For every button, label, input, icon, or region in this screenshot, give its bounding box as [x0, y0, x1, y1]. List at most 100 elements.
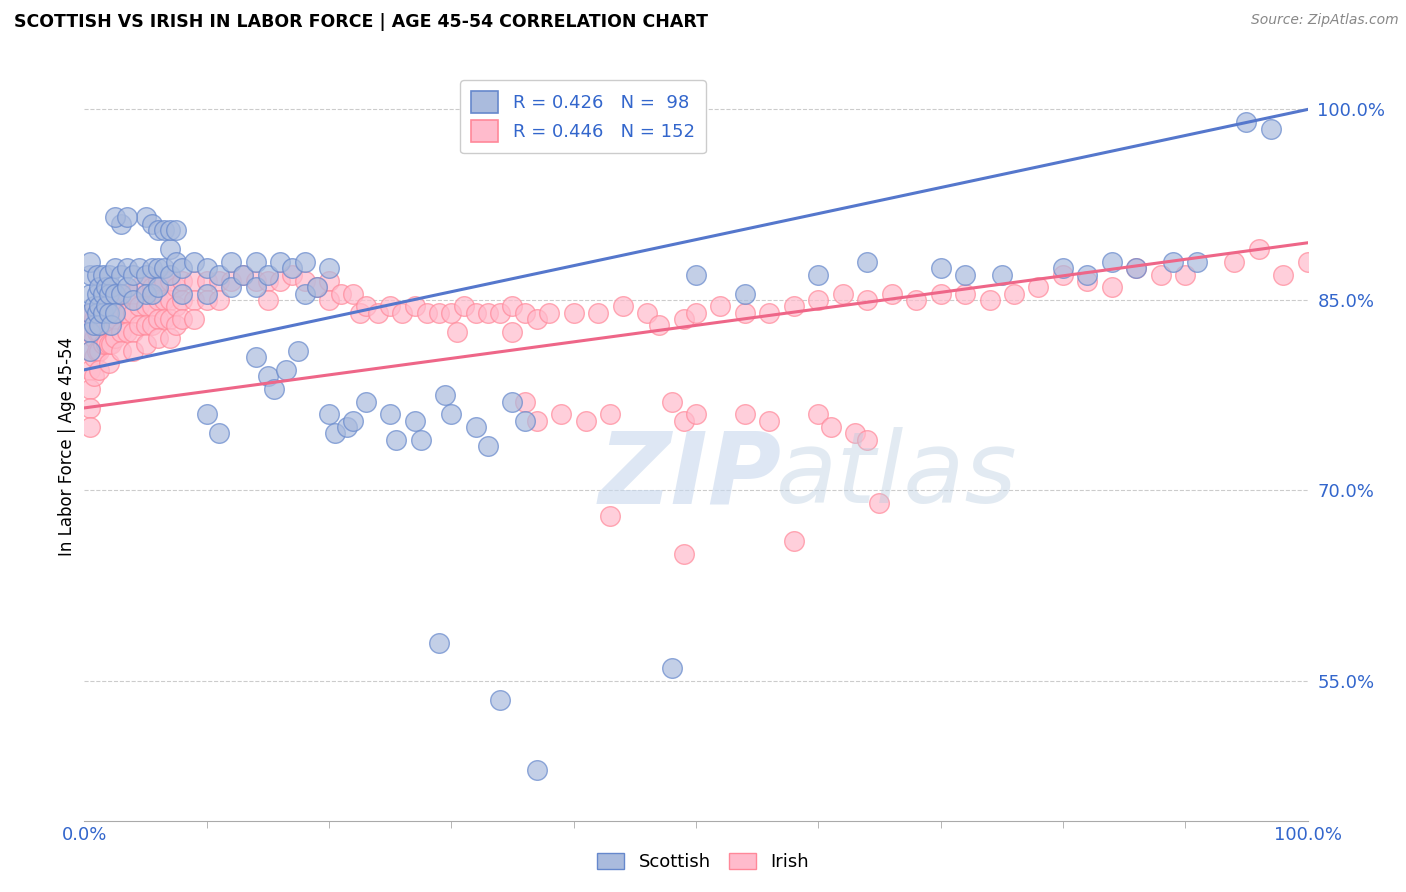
- Point: [354, 394, 377, 409]
- Point: [159, 242, 181, 256]
- Text: Source: ZipAtlas.com: Source: ZipAtlas.com: [1251, 13, 1399, 28]
- Point: [257, 293, 280, 307]
- Point: [153, 312, 176, 326]
- Point: [96, 280, 118, 294]
- Point: [1247, 242, 1270, 256]
- Point: [79, 343, 101, 358]
- Point: [305, 280, 328, 294]
- Point: [172, 293, 194, 307]
- Point: [880, 286, 903, 301]
- Point: [135, 318, 157, 333]
- Point: [104, 211, 127, 225]
- Point: [783, 534, 806, 549]
- Point: [91, 286, 114, 301]
- Point: [87, 363, 110, 377]
- Point: [208, 274, 231, 288]
- Point: [294, 255, 316, 269]
- Point: [502, 394, 524, 409]
- Point: [550, 407, 572, 421]
- Point: [257, 274, 280, 288]
- Point: [146, 223, 169, 237]
- Point: [172, 261, 194, 276]
- Point: [404, 414, 426, 428]
- Point: [183, 312, 205, 326]
- Point: [342, 414, 364, 428]
- Point: [195, 293, 218, 307]
- Point: [79, 255, 101, 269]
- Point: [135, 268, 157, 282]
- Point: [110, 286, 132, 301]
- Point: [100, 299, 122, 313]
- Point: [165, 255, 187, 269]
- Point: [86, 268, 108, 282]
- Point: [141, 261, 163, 276]
- Point: [734, 306, 756, 320]
- Point: [427, 306, 450, 320]
- Point: [159, 223, 181, 237]
- Text: SCOTTISH VS IRISH IN LABOR FORCE | AGE 45-54 CORRELATION CHART: SCOTTISH VS IRISH IN LABOR FORCE | AGE 4…: [14, 13, 709, 31]
- Point: [141, 217, 163, 231]
- Point: [208, 426, 231, 441]
- Point: [446, 325, 468, 339]
- Point: [807, 293, 830, 307]
- Point: [257, 268, 280, 282]
- Point: [115, 261, 138, 276]
- Point: [831, 286, 853, 301]
- Point: [409, 433, 432, 447]
- Point: [104, 293, 127, 307]
- Point: [153, 293, 176, 307]
- Point: [648, 318, 671, 333]
- Point: [661, 661, 683, 675]
- Point: [96, 337, 118, 351]
- Point: [128, 280, 150, 294]
- Point: [232, 268, 254, 282]
- Point: [79, 343, 101, 358]
- Point: [79, 286, 101, 301]
- Point: [79, 306, 101, 320]
- Point: [489, 306, 512, 320]
- Point: [856, 433, 879, 447]
- Point: [165, 223, 187, 237]
- Point: [979, 293, 1001, 307]
- Point: [86, 343, 108, 358]
- Point: [245, 280, 267, 294]
- Point: [416, 306, 439, 320]
- Point: [991, 268, 1014, 282]
- Point: [83, 299, 105, 313]
- Point: [281, 268, 304, 282]
- Point: [183, 255, 205, 269]
- Point: [122, 268, 145, 282]
- Point: [97, 337, 120, 351]
- Point: [380, 299, 402, 313]
- Point: [208, 293, 231, 307]
- Point: [489, 693, 512, 707]
- Point: [330, 286, 353, 301]
- Point: [146, 274, 169, 288]
- Point: [159, 293, 181, 307]
- Point: [100, 337, 122, 351]
- Point: [219, 255, 242, 269]
- Point: [1002, 286, 1025, 301]
- Point: [672, 547, 695, 561]
- Point: [122, 306, 145, 320]
- Point: [305, 280, 328, 294]
- Point: [86, 286, 108, 301]
- Point: [263, 382, 285, 396]
- Point: [349, 306, 371, 320]
- Point: [104, 306, 127, 320]
- Point: [195, 407, 218, 421]
- Point: [1052, 261, 1074, 276]
- Point: [502, 325, 524, 339]
- Point: [87, 343, 110, 358]
- Point: [86, 306, 108, 320]
- Point: [1150, 268, 1173, 282]
- Point: [318, 261, 340, 276]
- Point: [135, 299, 157, 313]
- Point: [128, 299, 150, 313]
- Point: [734, 286, 756, 301]
- Point: [336, 420, 359, 434]
- Point: [159, 274, 181, 288]
- Point: [844, 426, 866, 441]
- Point: [153, 274, 176, 288]
- Point: [96, 318, 118, 333]
